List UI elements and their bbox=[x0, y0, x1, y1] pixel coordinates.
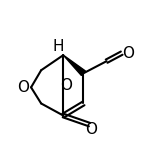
Text: H: H bbox=[53, 39, 64, 54]
Text: O: O bbox=[17, 80, 29, 95]
Text: O: O bbox=[122, 46, 134, 61]
Polygon shape bbox=[63, 55, 85, 75]
Text: O: O bbox=[85, 122, 97, 137]
Text: O: O bbox=[60, 78, 72, 93]
